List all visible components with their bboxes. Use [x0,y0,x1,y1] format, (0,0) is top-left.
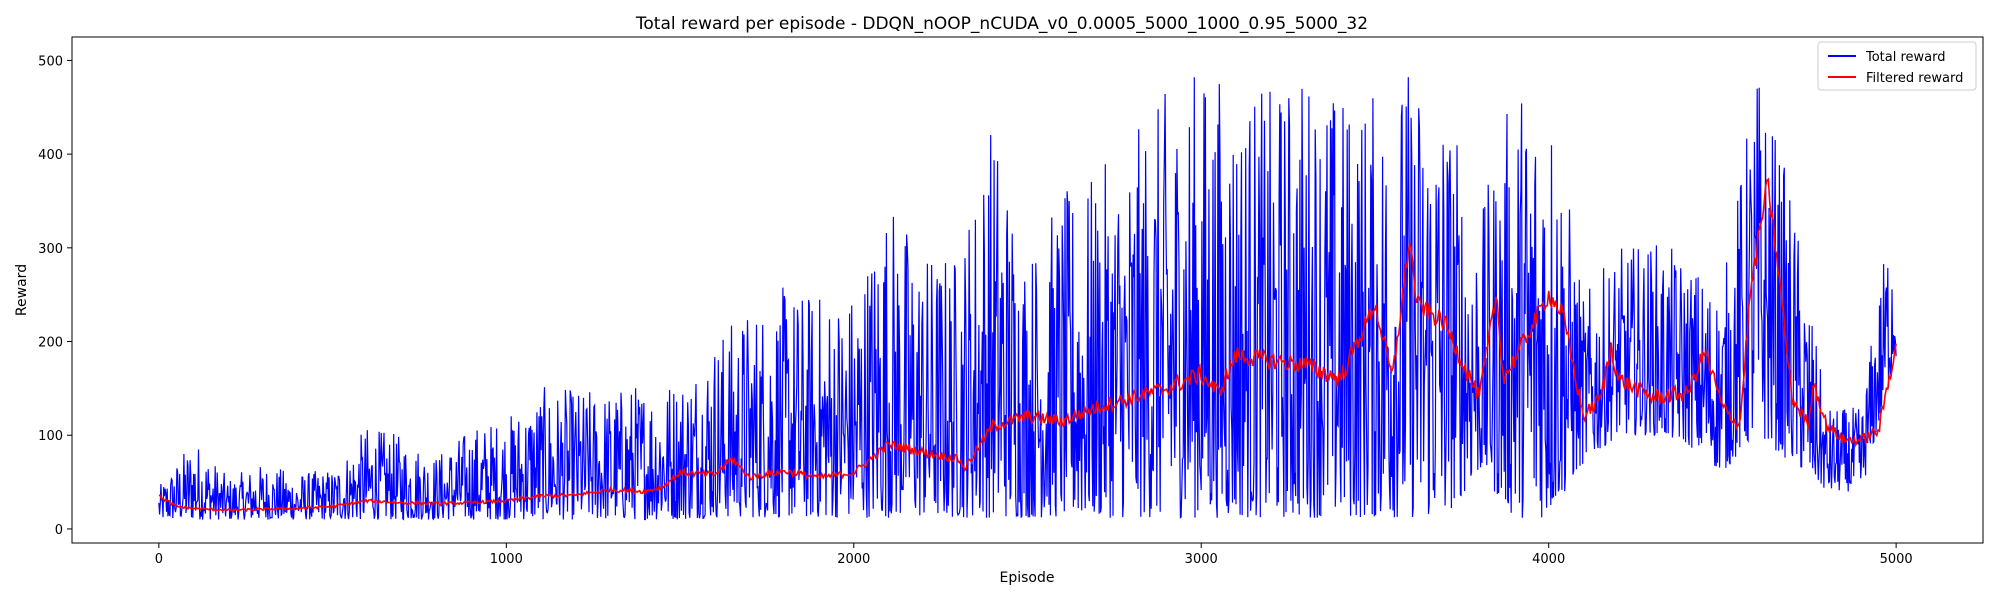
x-tick-label: 3000 [1185,552,1218,567]
legend: Total reward Filtered reward [1817,41,1977,91]
x-tick-label: 2000 [837,552,870,567]
y-tick-label: 0 [55,523,63,538]
series-layer [158,77,1897,521]
legend-label-filtered: Filtered reward [1866,71,1963,86]
y-tick-label: 400 [38,148,63,163]
x-tick-label: 1000 [490,552,523,567]
x-tick-label: 4000 [1532,552,1565,567]
series-filtered-reward [158,177,1897,513]
x-tick-label: 0 [155,552,163,567]
y-tick-label: 300 [38,242,63,257]
y-tick-label: 200 [38,336,63,351]
x-tick-label: 5000 [1880,552,1913,567]
y-tick-label: 100 [38,429,63,444]
series-total-reward [158,77,1897,521]
legend-box [1817,41,1977,91]
x-axis: 0 1000 2000 3000 4000 5000 [155,543,1913,567]
chart-title: Total reward per episode - DDQN_nOOP_nCU… [635,14,1368,34]
y-axis: 0 100 200 300 400 500 [38,54,72,538]
y-axis-label: Reward [14,264,30,316]
plot-frame [71,36,1984,544]
legend-label-total: Total reward [1865,50,1946,65]
y-tick-label: 500 [38,54,63,69]
x-axis-label: Episode [1000,570,1055,586]
